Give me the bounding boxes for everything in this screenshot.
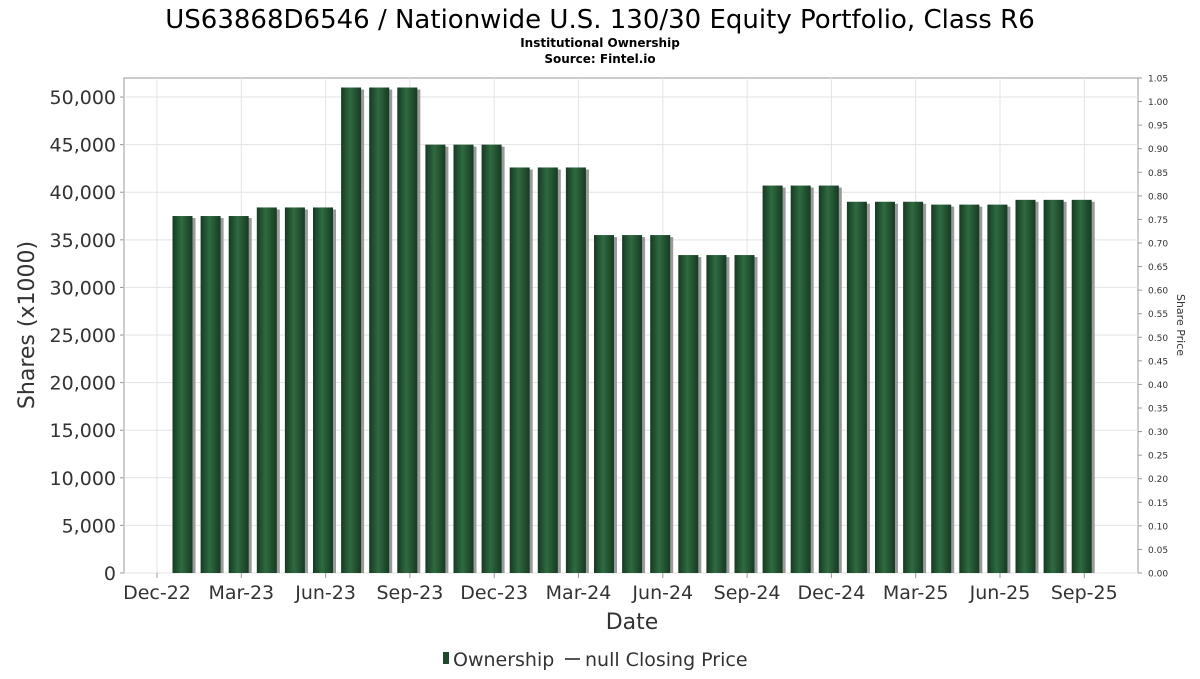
ownership-bar [650,235,671,573]
x-tick-label: Sep-25 [1051,582,1118,604]
y2-tick-label: 1.05 [1148,75,1168,85]
ownership-bar [706,255,727,574]
y-tick-label: 5,000 [62,515,116,537]
ownership-bar [903,201,924,573]
y2-tick-label: 0.70 [1148,240,1168,250]
y2-tick-label: 0.15 [1148,499,1168,509]
x-tick-label: Mar-23 [208,582,274,604]
x-tick-label: Dec-24 [797,582,865,604]
y-tick-label: 10,000 [50,468,116,490]
x-tick-label: Jun-25 [969,582,1031,604]
y-axis-ticks: 0 5,000 10,000 15,000 20,000 25,000 30,000 35,0… [50,87,124,585]
y2-tick-label: 0.50 [1148,334,1168,344]
chart-subtitle-1: Institutional Ownership [520,36,680,50]
y2-axis-label: Share Price [1174,294,1187,356]
y-tick-label: 35,000 [50,230,116,252]
x-tick-label: Jun-23 [294,582,356,604]
ownership-bar [875,201,895,573]
ownership-bar [734,255,755,574]
ownership-bar [509,167,530,573]
y2-tick-label: 0.05 [1148,546,1168,556]
ownership-bar [1015,199,1036,573]
ownership-bar [1071,199,1092,573]
ownership-bar [1043,199,1064,573]
bars [172,87,1095,574]
x-tick-label: Sep-23 [376,582,443,604]
y-tick-label: 50,000 [50,87,116,109]
y2-axis-ticks: 0.00 0.05 0.10 0.15 0.20 0.25 0.30 0.35 0.40 0.45… [1138,75,1168,580]
y2-tick-label: 0.95 [1148,122,1168,132]
ownership-bar [790,185,811,573]
y-tick-label: 45,000 [50,135,116,157]
ownership-bar [594,235,614,573]
x-tick-label: Dec-23 [460,582,528,604]
y2-tick-label: 0.10 [1148,522,1168,532]
y2-tick-label: 0.25 [1148,452,1168,462]
ownership-bar [172,216,193,573]
y2-tick-label: 0.20 [1148,475,1168,485]
ownership-bar [453,144,474,573]
chart-subtitle-2: Source: Fintel.io [544,52,655,66]
ownership-bar [762,185,783,573]
legend: Ownership null Closing Price [443,649,748,671]
y-tick-label: 0 [104,563,116,585]
x-tick-label: Dec-22 [123,582,191,604]
y-tick-label: 15,000 [50,420,116,442]
ownership-bar [959,204,980,573]
y2-tick-label: 0.30 [1148,428,1168,438]
x-tick-label: Mar-24 [546,582,612,604]
ownership-bar [369,87,390,574]
y-tick-label: 30,000 [50,277,116,299]
ownership-bar [537,167,558,573]
y2-tick-label: 0.35 [1148,405,1168,415]
y2-tick-label: 0.90 [1148,145,1168,155]
ownership-bar [481,144,502,573]
y2-tick-label: 0.40 [1148,381,1168,391]
y-tick-label: 25,000 [50,325,116,347]
y2-tick-label: 0.85 [1148,169,1168,179]
x-axis-label: Date [606,610,659,635]
y2-tick-label: 0.80 [1148,192,1168,202]
legend-price-label: null Closing Price [585,649,748,671]
ownership-bar [846,201,867,573]
ownership-bar [622,235,643,573]
y2-tick-label: 0.00 [1148,570,1168,580]
chart-title: US63868D6546 / Nationwide U.S. 130/30 Eq… [165,5,1034,35]
legend-ownership-swatch [443,652,449,664]
y-axis-label: Shares (x1000) [15,241,40,409]
ownership-bar [313,207,333,573]
x-axis-ticks: Dec-22 Mar-23 Jun-23 Sep-23 Dec-23 Mar-24 Jun-… [123,573,1118,604]
ownership-bar [284,207,305,573]
ownership-bar [425,144,446,573]
y2-tick-label: 0.45 [1148,357,1168,367]
ownership-bar [987,204,1008,573]
y2-tick-label: 0.60 [1148,287,1168,297]
y2-tick-label: 0.55 [1148,310,1168,320]
y2-tick-label: 1.00 [1148,98,1168,108]
ownership-bar [341,87,362,574]
x-tick-label: Sep-24 [714,582,781,604]
ownership-bar [228,216,249,573]
ownership-bar [200,216,221,573]
ownership-bar [565,167,586,573]
y-tick-label: 20,000 [50,373,116,395]
ownership-bar [931,204,952,573]
legend-ownership-label: Ownership [453,649,554,671]
ownership-bar [256,207,277,573]
y2-tick-label: 0.65 [1148,263,1168,273]
ownership-bar [397,87,418,574]
x-tick-label: Mar-25 [883,582,949,604]
ownership-bar [818,185,839,573]
x-tick-label: Jun-24 [631,582,693,604]
ownership-bar [678,255,699,574]
y-tick-label: 40,000 [50,182,116,204]
y2-tick-label: 0.75 [1148,216,1168,226]
